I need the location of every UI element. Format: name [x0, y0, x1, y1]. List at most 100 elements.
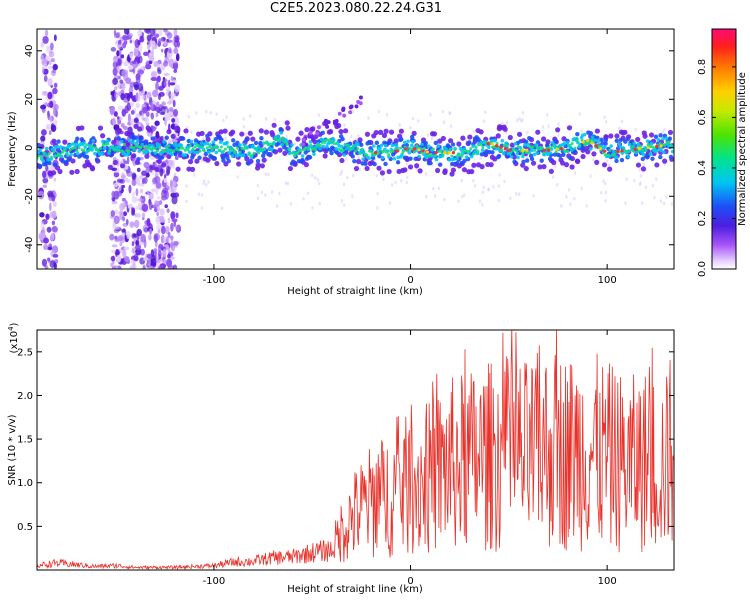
heatmap-cell [209, 111, 213, 115]
heatmap-cell [263, 129, 270, 135]
heatmap-cell [47, 190, 54, 198]
heatmap-cell [450, 154, 454, 158]
heatmap-cell [515, 151, 520, 156]
heatmap-cell [284, 181, 288, 185]
heatmap-cell [589, 147, 593, 151]
heatmap-cell [328, 129, 334, 135]
heatmap-cell [311, 137, 316, 142]
heatmap-cell [425, 150, 430, 154]
heatmap-cell [245, 146, 249, 150]
heatmap-cell [552, 175, 555, 179]
heatmap-cell [634, 150, 639, 155]
heatmap-cell [47, 110, 50, 118]
heatmap-cell [667, 129, 674, 136]
heatmap-cell [153, 234, 158, 243]
heatmap-cell [570, 148, 574, 152]
heatmap-cell [160, 225, 166, 235]
heatmap-cell [146, 34, 152, 42]
heatmap-cell [613, 152, 617, 156]
heatmap-cell [163, 72, 170, 77]
heatmap-cell [515, 191, 518, 196]
heatmap-cell [168, 58, 175, 68]
heatmap-cell [411, 116, 415, 121]
heatmap-cell [270, 132, 276, 138]
heatmap-cell [236, 146, 240, 150]
heatmap-cell [198, 149, 202, 153]
heatmap-cell [659, 199, 663, 203]
heatmap-cell [311, 147, 315, 151]
heatmap-cell [163, 41, 167, 47]
heatmap-cell [474, 145, 478, 149]
heatmap-cell [195, 111, 198, 115]
heatmap-cell [164, 185, 170, 191]
heatmap-cell [603, 138, 608, 143]
heatmap-cell [658, 141, 662, 145]
heatmap-cell [169, 179, 173, 189]
colorbar-tick-label: 0.8 [697, 59, 708, 75]
heatmap-cell [568, 143, 572, 147]
heatmap-cell [139, 136, 144, 141]
heatmap-cell [334, 150, 340, 155]
heatmap-cell [150, 136, 156, 141]
heatmap-cell [156, 212, 159, 216]
heatmap-cell [132, 146, 136, 150]
heatmap-cell [170, 133, 176, 139]
snr-line [37, 330, 674, 570]
heatmap-cell [163, 177, 167, 183]
heatmap-cell [215, 144, 219, 148]
heatmap-cell [521, 159, 526, 165]
heatmap-cell [264, 172, 267, 176]
heatmap-cell [147, 52, 154, 62]
heatmap-cell [492, 185, 495, 189]
heatmap-cell [223, 161, 229, 167]
heatmap-cell [438, 154, 442, 159]
heatmap-cell [153, 248, 158, 253]
heatmap-cell [276, 204, 279, 208]
heatmap-cell [487, 145, 491, 150]
heatmap-cell [442, 169, 448, 176]
heatmap-cell [154, 166, 160, 172]
heatmap-cell [107, 164, 113, 170]
heatmap-cell [322, 153, 328, 159]
heatmap-cell [535, 151, 539, 155]
heatmap-cell [129, 265, 136, 269]
heatmap-cell [71, 142, 75, 146]
heatmap-cell [143, 139, 149, 145]
snr-y-tick-label: 1.0 [17, 478, 33, 489]
heatmap-cell [125, 179, 131, 183]
heatmap-cell [82, 148, 86, 152]
heatmap-cell [102, 146, 107, 151]
heatmap-cell [654, 149, 659, 153]
heatmap-cell [312, 152, 316, 156]
heatmap-cell [37, 190, 45, 200]
heatmap-cell [307, 134, 312, 139]
heatmap-cell [290, 159, 296, 164]
heatmap-cell [376, 191, 379, 196]
spectrogram-y-label: Frequency (Hz) [7, 111, 18, 187]
heatmap-cell [591, 151, 597, 157]
heatmap-cell [143, 227, 149, 233]
heatmap-cell [641, 148, 645, 152]
heatmap-cell [278, 191, 281, 196]
heatmap-cell [555, 183, 559, 187]
heatmap-cell [161, 101, 166, 106]
heatmap-cell [333, 121, 338, 126]
heatmap-cell [210, 147, 214, 151]
heatmap-cell [100, 152, 104, 156]
heatmap-cell [52, 63, 58, 71]
heatmap-cell [183, 148, 187, 152]
heatmap-cell [231, 138, 236, 143]
heatmap-cell [357, 137, 363, 143]
heatmap-cell [310, 126, 316, 132]
heatmap-cell [627, 142, 632, 147]
heatmap-cell [450, 167, 456, 173]
heatmap-cell [317, 113, 321, 118]
heatmap-cell [497, 198, 501, 203]
heatmap-cell [47, 259, 51, 263]
heatmap-cell [325, 138, 329, 142]
heatmap-cell [343, 128, 349, 134]
heatmap-cell [585, 138, 590, 143]
heatmap-cell [118, 145, 122, 149]
heatmap-cell [293, 142, 297, 146]
heatmap-cell [427, 153, 431, 157]
